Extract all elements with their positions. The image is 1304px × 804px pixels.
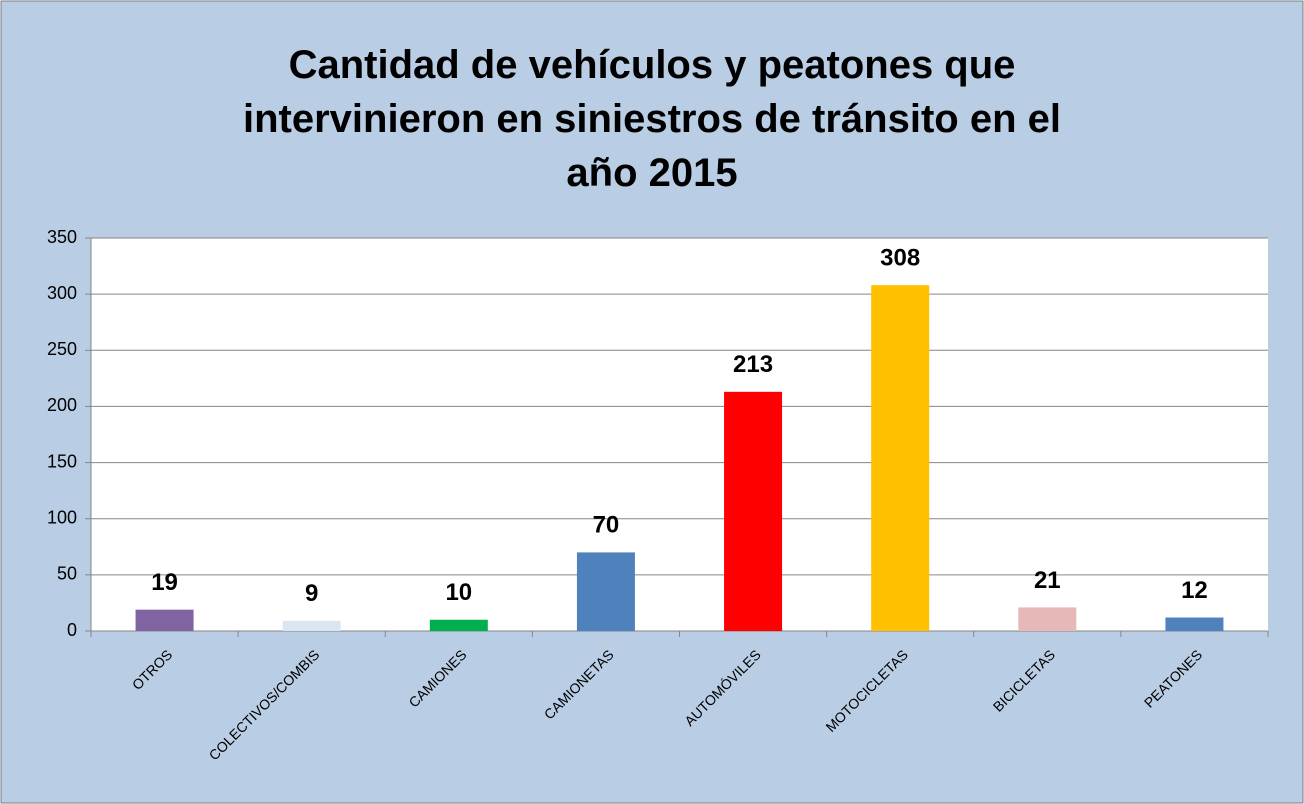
data-label: 213 [733,351,773,378]
data-label: 19 [151,569,178,596]
bar [576,552,635,631]
data-label: 12 [1181,577,1208,604]
data-label: 10 [445,579,472,606]
chart-title: Cantidad de vehículos y peatones que int… [243,43,1061,195]
y-tick-label: 350 [47,227,77,247]
data-label: 9 [305,580,318,607]
bar [135,609,194,631]
y-tick-label: 300 [47,283,77,303]
bar [724,391,783,631]
y-tick-label: 100 [47,507,77,527]
bar [1018,607,1077,631]
data-label: 21 [1034,567,1061,594]
data-label: 308 [880,245,920,272]
y-tick-label: 200 [47,395,77,415]
y-tick-label: 0 [67,620,77,640]
y-tick-label: 250 [47,339,77,359]
bar [282,620,341,631]
y-tick-label: 150 [47,451,77,471]
bar [871,285,930,631]
data-label: 70 [593,512,620,539]
y-tick-label: 50 [57,564,77,584]
plot-area [91,238,1268,631]
bar [429,619,488,631]
bar [1165,617,1224,631]
